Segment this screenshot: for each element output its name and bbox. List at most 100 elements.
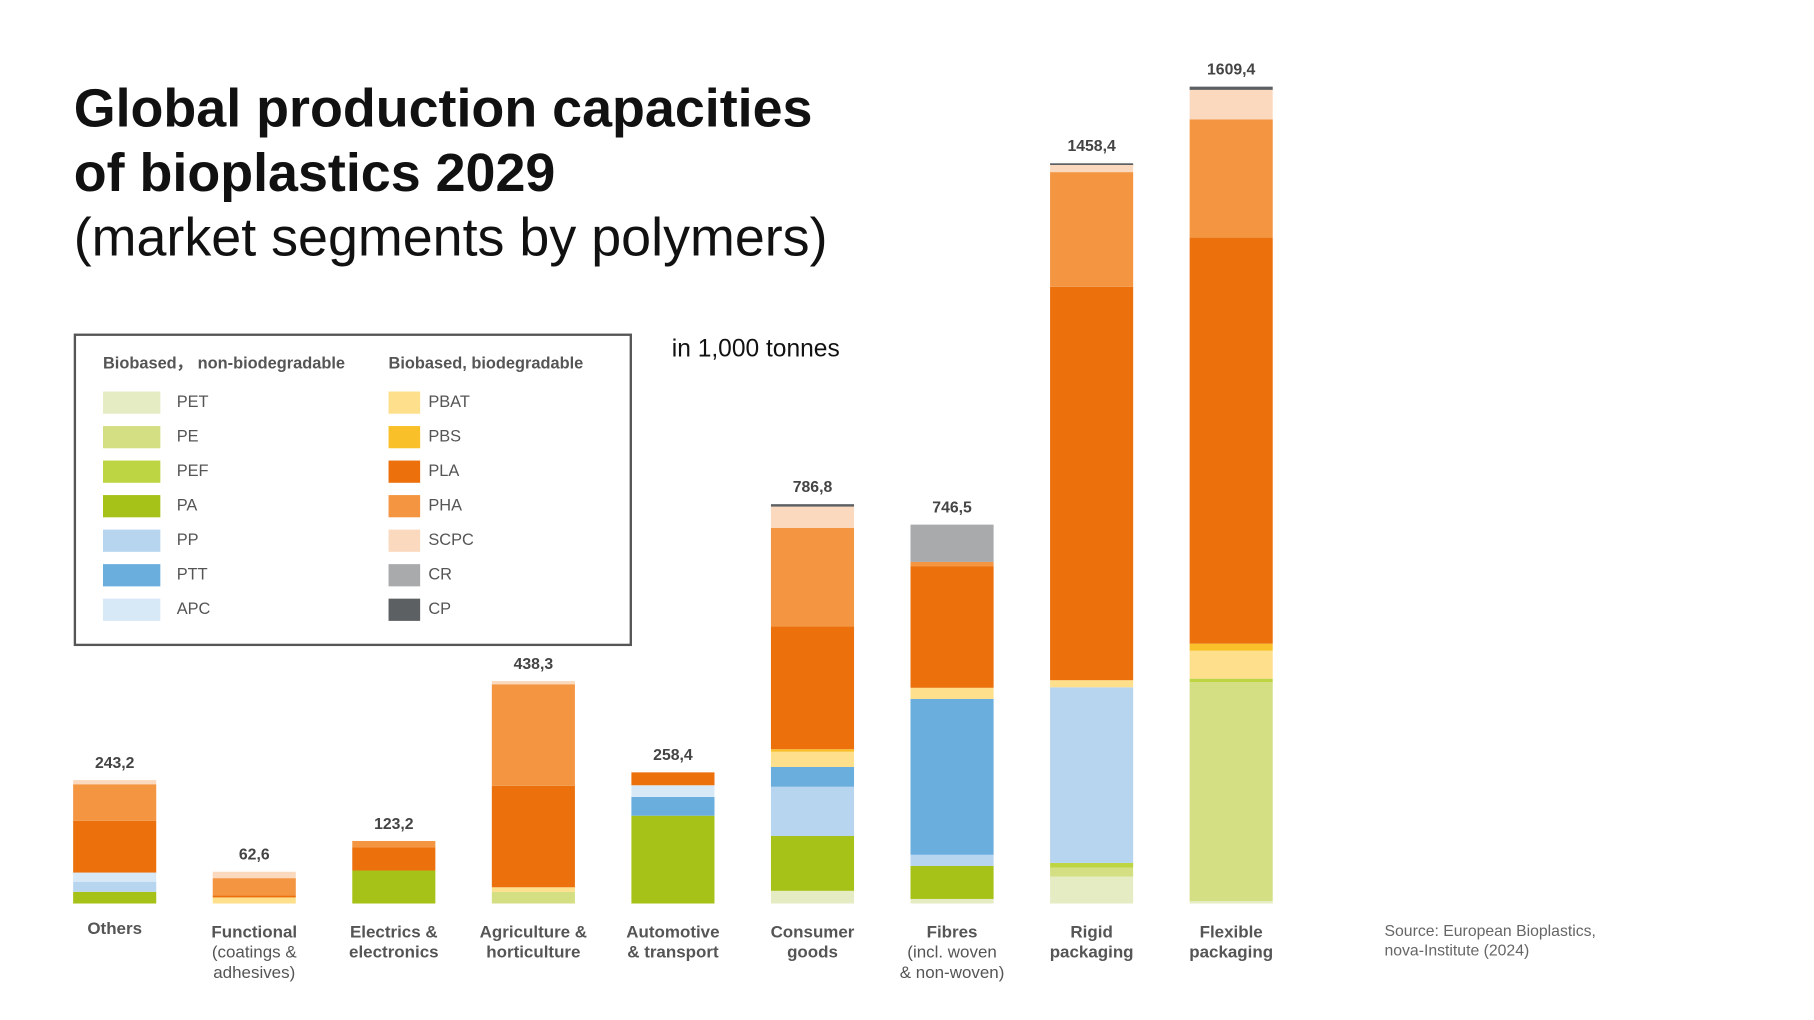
bar-segment — [212, 871, 296, 879]
source: Source: European Bioplastics, — [1384, 923, 1595, 940]
legend-swatch — [388, 598, 421, 621]
bar-segment — [212, 895, 296, 898]
bar-segment — [491, 684, 575, 786]
x-tick-label: Agriculture & — [480, 922, 587, 941]
bar-segment — [631, 815, 715, 904]
bar-segment — [352, 847, 436, 871]
legend-heading: Biobased， non-biodegradable — [103, 354, 345, 372]
bar-segment — [910, 865, 994, 899]
bar-segment — [910, 687, 994, 699]
x-tick-label: Rigid — [1070, 922, 1112, 941]
x-tick-note: adhesives) — [213, 963, 295, 982]
x-tick-label: Flexible — [1200, 922, 1263, 941]
bar-segment — [631, 772, 715, 786]
chart-title: Global production capacities — [74, 79, 813, 139]
legend-label: PP — [177, 531, 199, 549]
bar-segment — [73, 784, 157, 821]
bar-segment — [212, 878, 296, 896]
x-tick-note: (coatings & — [212, 943, 297, 962]
legend-label: PET — [177, 393, 209, 411]
legend-label: PLA — [428, 462, 459, 480]
bar-segment — [770, 836, 855, 891]
legend-label: APC — [177, 600, 211, 618]
legend-label: PEF — [177, 462, 209, 480]
total-label: 1458,4 — [1067, 138, 1115, 155]
x-tick-label: Functional — [211, 922, 297, 941]
bar-segment — [910, 854, 994, 866]
bar-segment — [212, 897, 296, 904]
legend-swatch — [388, 391, 421, 414]
bar-segment — [631, 785, 715, 797]
x-tick-label: horticulture — [486, 943, 580, 962]
total-label: 243,2 — [95, 755, 135, 772]
x-tick-note: & non-woven) — [900, 963, 1005, 982]
bar-segment — [770, 751, 855, 767]
bar-segment — [1189, 678, 1273, 683]
bar-segment — [1050, 286, 1134, 681]
bar-segment — [1189, 682, 1273, 901]
legend-swatch — [388, 564, 421, 587]
bar-segment — [1050, 862, 1134, 868]
bar-segment — [1189, 119, 1273, 238]
bar-segment — [1189, 900, 1273, 904]
legend-label: CR — [428, 566, 452, 584]
x-tick-note: (incl. woven — [907, 943, 997, 962]
bar-segment — [770, 626, 855, 750]
bar-segment — [631, 796, 715, 816]
legend-swatch — [102, 598, 161, 621]
total-label: 746,5 — [932, 499, 972, 516]
bar-segment — [1189, 89, 1273, 120]
x-tick-label: Automotive — [626, 922, 719, 941]
legend-swatch — [102, 564, 161, 587]
bar-segment — [73, 881, 157, 892]
bar-segment — [910, 898, 994, 904]
legend-label: PE — [177, 427, 199, 445]
legend-swatch — [102, 495, 161, 518]
total-label: 786,8 — [793, 479, 833, 496]
total-label: 438,3 — [514, 656, 554, 673]
bar-segment — [1050, 165, 1134, 173]
bar-segment — [1050, 680, 1134, 688]
bar-segment — [770, 506, 855, 528]
bar-segment — [770, 504, 855, 507]
bar-segment — [1189, 643, 1273, 651]
x-tick-label: Others — [87, 919, 142, 938]
unit-label: in 1,000 tonnes — [672, 335, 840, 362]
legend-swatch — [388, 426, 421, 449]
bar-segment — [1189, 86, 1273, 90]
bar-segment — [1189, 650, 1273, 679]
x-tick-label: goods — [787, 943, 838, 962]
bar-segment — [491, 785, 575, 888]
bar-segment — [1050, 867, 1134, 877]
bar-segment — [73, 780, 157, 785]
bar-segment — [73, 820, 157, 873]
x-tick-label: Electrics & — [350, 922, 438, 941]
bar-segment — [1050, 163, 1134, 166]
x-tick-label: Consumer — [771, 922, 855, 941]
bar-segment — [491, 887, 575, 892]
bar-segment — [910, 524, 994, 562]
legend-swatch — [388, 495, 421, 518]
legend-label: PBAT — [428, 393, 470, 411]
bar-segment — [1050, 876, 1134, 904]
bar-segment — [352, 840, 436, 848]
legend-swatch — [102, 391, 161, 414]
legend-box — [73, 333, 632, 647]
bar-segment — [770, 749, 855, 752]
chart-subtitle: (market segments by polymers) — [74, 207, 828, 267]
legend-swatch — [388, 529, 421, 552]
legend-heading: Biobased, biodegradable — [389, 354, 584, 372]
x-tick-label: packaging — [1050, 943, 1134, 962]
bar-segment — [73, 872, 157, 882]
bar-segment — [1050, 172, 1134, 287]
legend-swatch — [388, 460, 421, 483]
bar-segment — [770, 786, 855, 837]
bar-segment — [910, 698, 994, 855]
legend-swatch — [102, 529, 161, 552]
source: nova-Institute (2024) — [1384, 943, 1529, 960]
total-label: 123,2 — [374, 816, 414, 833]
bar-segment — [73, 891, 157, 904]
legend-label: CP — [428, 600, 451, 618]
